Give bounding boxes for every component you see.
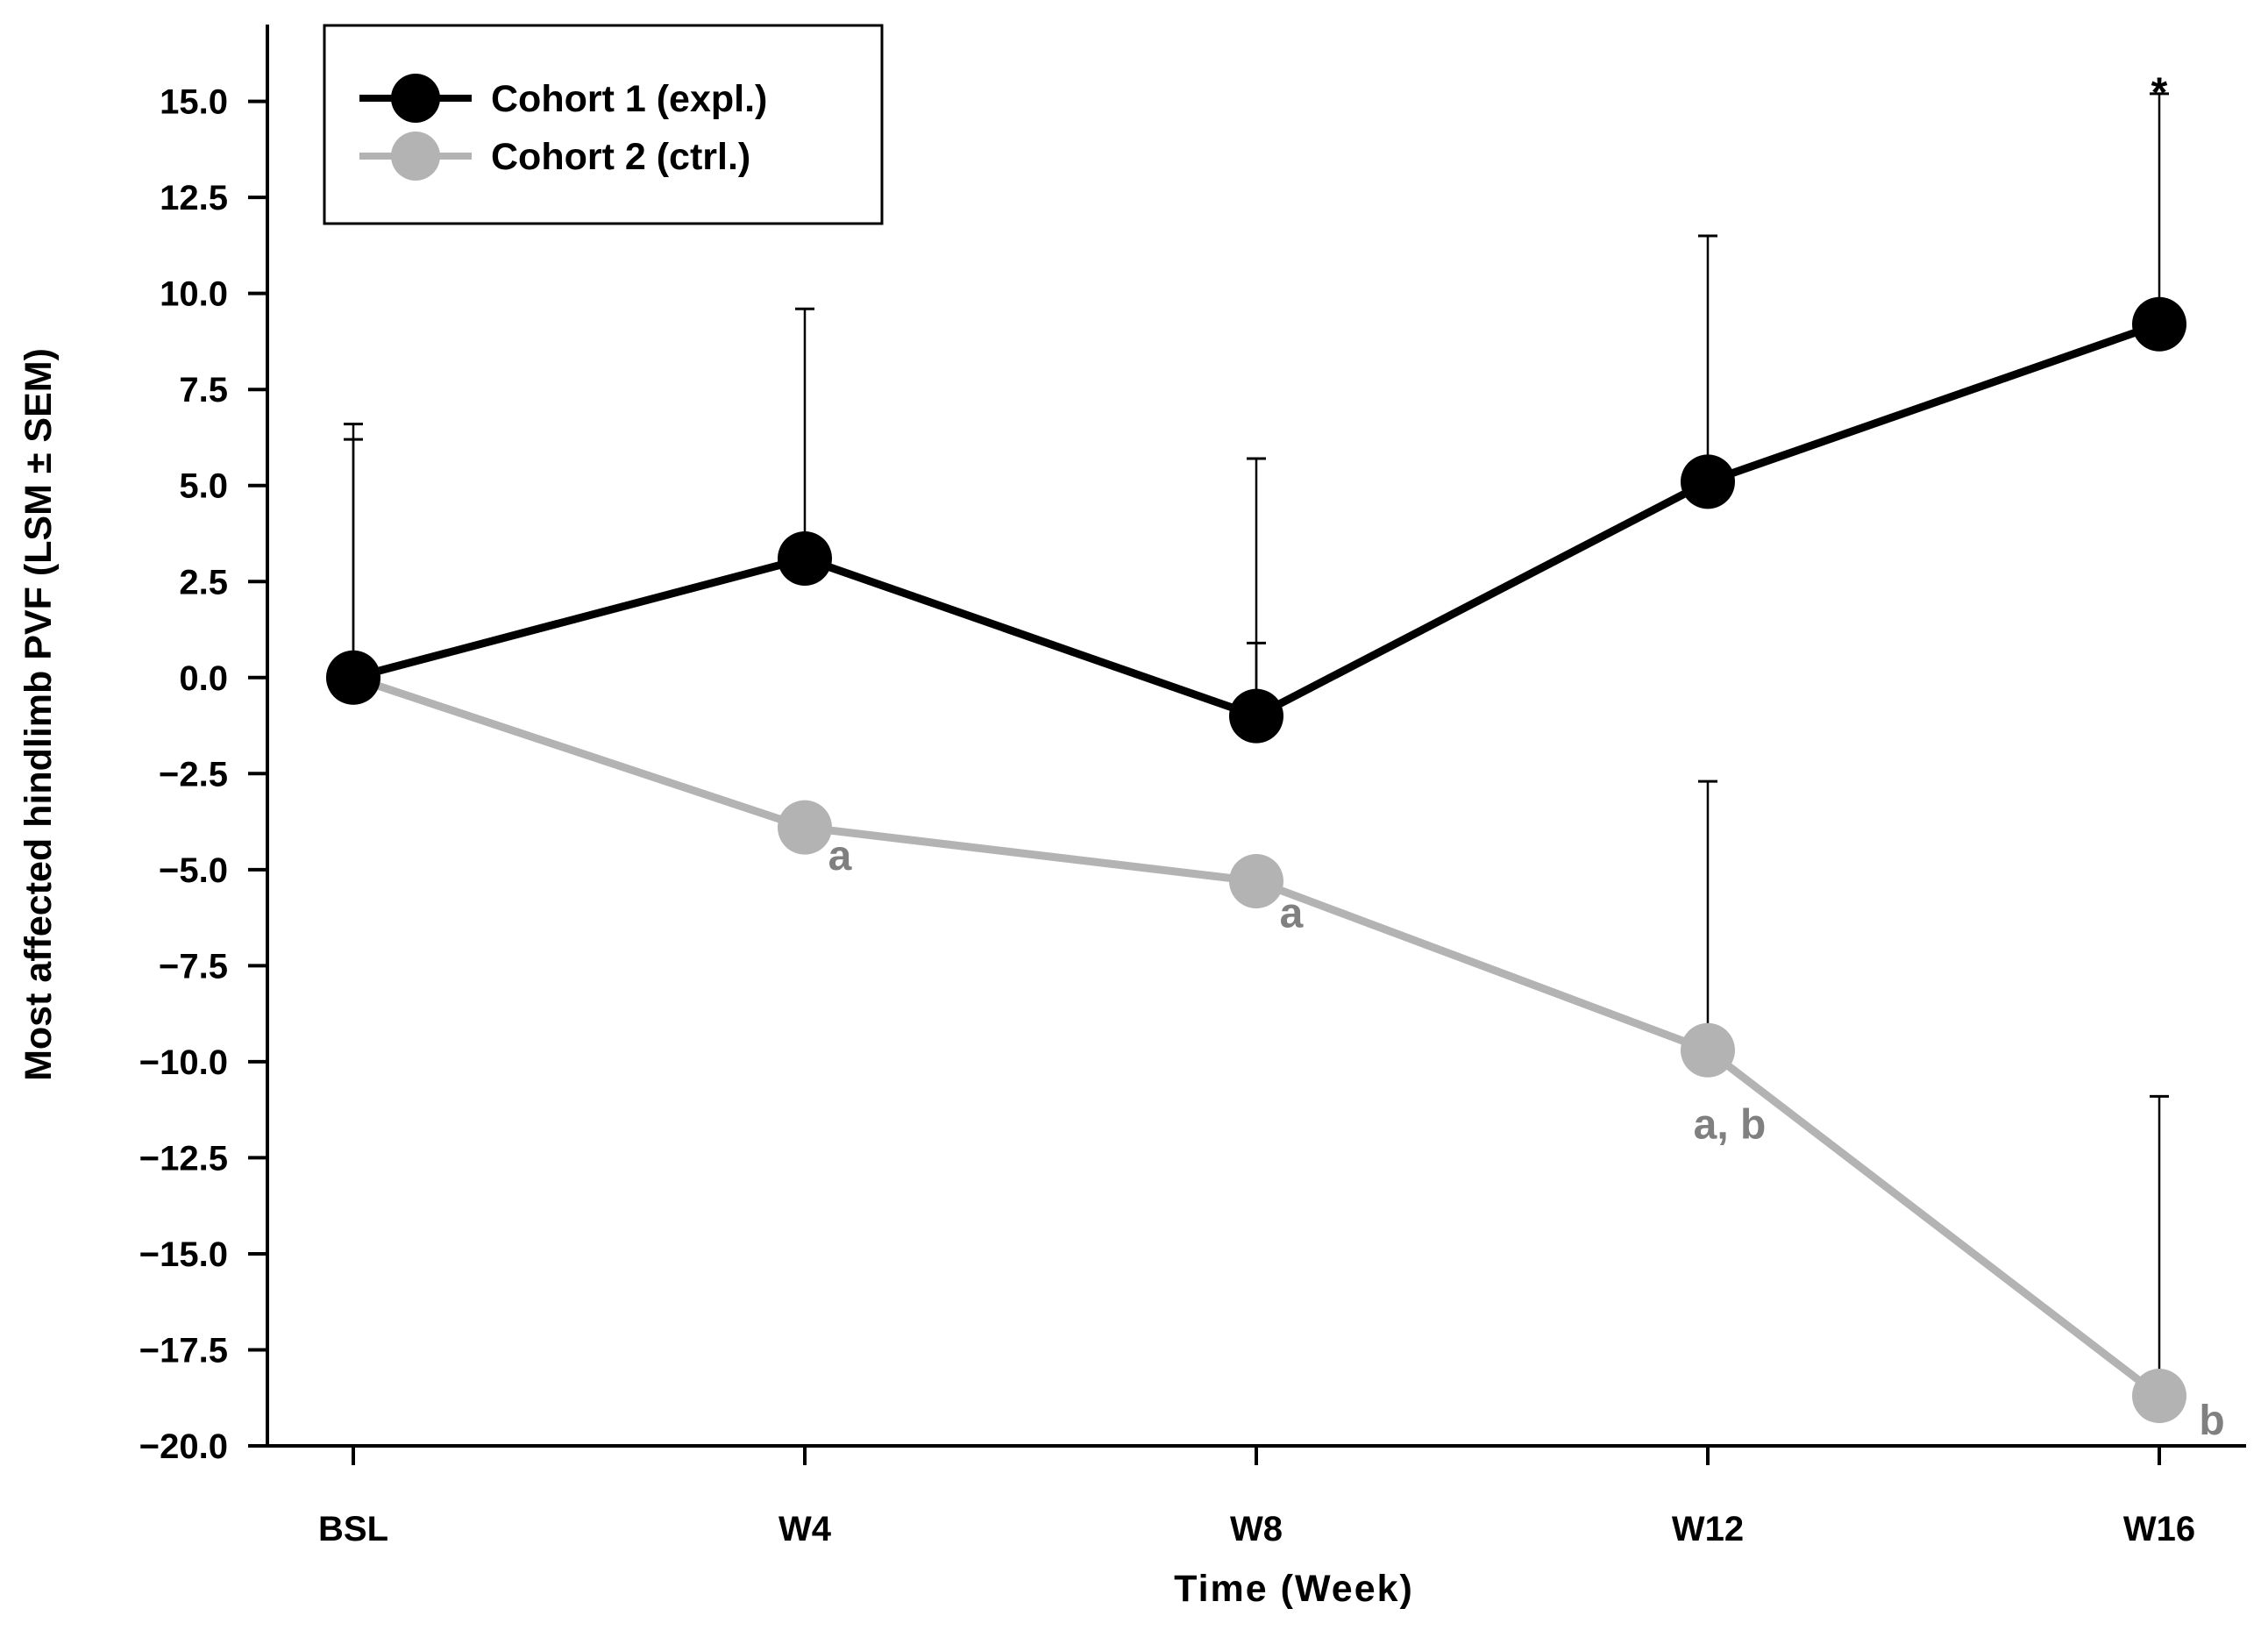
- legend: Cohort 1 (expl.) Cohort 2 (ctrl.): [323, 24, 884, 225]
- data-point-cohort-2: [2132, 1369, 2186, 1424]
- y-tick-label: 0.0: [179, 659, 228, 698]
- y-tick-label: −5.0: [159, 851, 228, 890]
- series-line-2: [352, 673, 2162, 1399]
- y-tick-label: −2.5: [159, 755, 228, 794]
- x-tick-label: W12: [1672, 1510, 1744, 1548]
- x-axis-title: Time (Week): [1174, 1568, 1414, 1610]
- data-point-cohort-1: [1229, 688, 1283, 744]
- x-tick-label: BSL: [318, 1510, 388, 1548]
- y-tick-label: −20.0: [139, 1427, 228, 1466]
- data-point-cohort-2: [778, 800, 832, 855]
- legend-box: [323, 24, 884, 225]
- y-tick-label: −7.5: [159, 947, 228, 986]
- significance-annotation: a: [1280, 891, 1304, 937]
- significance-annotation: a: [828, 833, 852, 879]
- significance-annotation: *: [2151, 70, 2168, 117]
- legend-marker-cohort-2: [391, 132, 440, 181]
- y-tick-label: −12.5: [139, 1139, 228, 1178]
- y-tick-label: −10.0: [139, 1043, 228, 1082]
- y-tick-label: −15.0: [139, 1235, 228, 1274]
- error-bars-layer: [344, 92, 2169, 1397]
- y-axis-title: Most affected hindlimb PVF (LSM ± SEM): [18, 348, 60, 1081]
- y-tick-label: 2.5: [179, 563, 228, 601]
- legend-label-cohort-1: Cohort 1 (expl.): [491, 78, 767, 120]
- legend-marker-cohort-1: [391, 74, 440, 123]
- x-tick-label: W16: [2123, 1510, 2195, 1548]
- data-point-cohort-1: [2132, 296, 2186, 352]
- x-tick-label: W4: [779, 1510, 832, 1548]
- significance-annotation: b: [2199, 1398, 2224, 1444]
- data-point-cohort-2: [1229, 853, 1283, 908]
- data-point-cohort-1: [1681, 454, 1735, 509]
- y-tick-label: 10.0: [160, 275, 228, 314]
- legend-label-cohort-2: Cohort 2 (ctrl.): [491, 136, 750, 178]
- y-tick-label: 7.5: [179, 371, 228, 409]
- annotations-layer: a a a, b b *: [828, 70, 2225, 1444]
- data-point-cohort-1: [778, 530, 832, 586]
- y-tick-label: 12.5: [160, 179, 228, 217]
- data-point-cohort-2: [1681, 1022, 1735, 1078]
- series-layer: [326, 296, 2186, 1424]
- significance-annotation: a, b: [1694, 1102, 1767, 1149]
- y-tick-label: −17.5: [139, 1331, 228, 1370]
- x-tick-label: W8: [1230, 1510, 1283, 1548]
- axes-layer: 15.0 12.5 10.0 7.5 5.0 2.5 0.0 −2.5 −5.0 −7.5 −10.…: [139, 25, 2246, 1548]
- y-tick-label: 5.0: [179, 467, 228, 506]
- y-tick-label: 15.0: [160, 83, 228, 122]
- data-point-cohort-1: [326, 650, 380, 705]
